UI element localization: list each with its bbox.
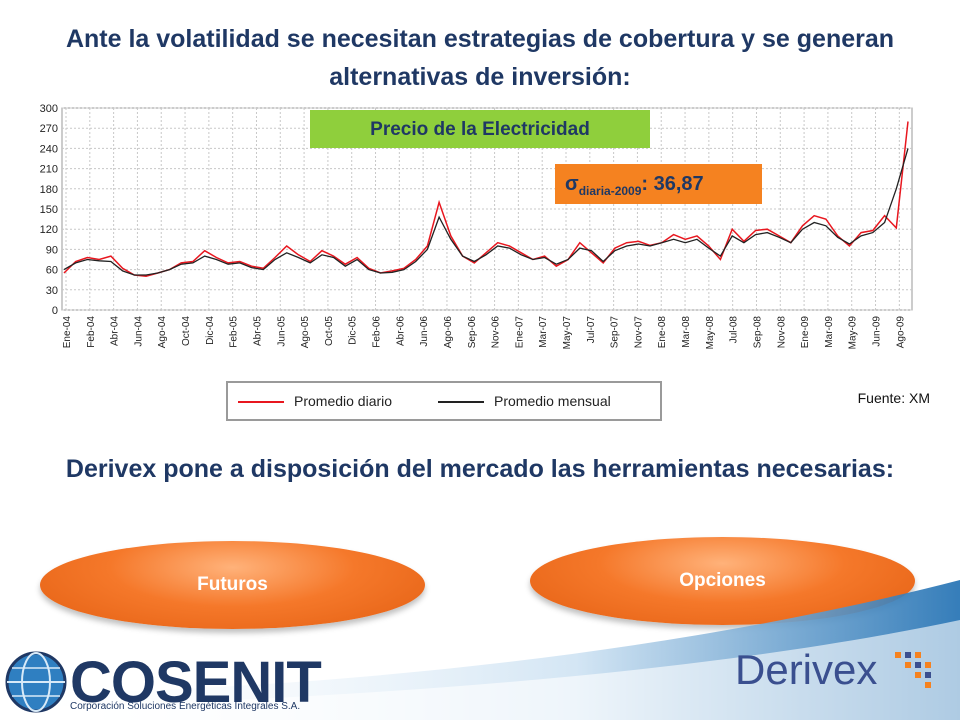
footer-swoosh (0, 580, 960, 720)
y-tick-label: 270 (40, 123, 58, 135)
y-axis: 0 30 60 90 120 150 180 210 240 270 300 (40, 103, 58, 317)
x-tick-label: May-08 (705, 316, 716, 350)
legend-item-monthly: Promedio mensual (438, 393, 611, 409)
derivex-dots-icon (895, 652, 931, 688)
x-tick-label: Ene-04 (62, 316, 73, 349)
x-tick-label: Abr-05 (252, 316, 263, 346)
x-tick-label: Dic-05 (348, 316, 359, 345)
x-tick-label: Mar-08 (681, 316, 692, 348)
y-tick-label: 150 (40, 204, 58, 216)
x-tick-label: Feb-04 (86, 316, 97, 348)
x-tick-label: Mar-09 (824, 316, 835, 348)
x-tick-label: Dic-04 (205, 316, 216, 345)
legend-item-daily: Promedio diario (238, 393, 392, 409)
x-tick-label: Ago-06 (443, 316, 454, 349)
page-title-bottom: Derivex pone a disposición del mercado l… (65, 455, 895, 483)
page-title-top: Ante la volatilidad se necesitan estrate… (65, 25, 895, 91)
x-tick-label: Jun-04 (133, 316, 144, 347)
chart-series (63, 121, 909, 278)
x-tick-label: Mar-07 (538, 316, 549, 348)
x-tick-label: Feb-05 (229, 316, 240, 348)
x-tick-label: Abr-04 (110, 316, 121, 346)
y-tick-label: 60 (46, 265, 58, 277)
legend-swatch-monthly (438, 401, 484, 404)
y-tick-label: 210 (40, 164, 58, 176)
cosenit-logo: COSENIT (70, 650, 322, 715)
volatility-badge: σdiaria-2009: 36,87 (555, 164, 762, 204)
futures-button[interactable]: Futuros (40, 541, 425, 629)
x-tick-label: Sep-06 (467, 316, 478, 349)
source-note: Fuente: XM (857, 390, 930, 406)
x-tick-label: Jul-08 (729, 316, 740, 344)
x-tick-label: Ago-05 (300, 316, 311, 349)
x-tick-label: Oct-05 (324, 316, 335, 346)
cosenit-tagline: Corporación Soluciones Energéticas Integ… (70, 701, 301, 712)
x-tick-label: Feb-06 (372, 316, 383, 348)
y-tick-label: 120 (40, 224, 58, 236)
y-tick-label: 300 (40, 103, 58, 115)
x-tick-label: Jun-09 (872, 316, 883, 347)
x-tick-label: Nov-07 (633, 316, 644, 349)
y-tick-label: 30 (46, 285, 58, 297)
derivex-logo: Derivex (735, 646, 878, 693)
series-line-monthly (63, 148, 909, 276)
x-axis: Ene-04 Feb-04 Abr-04 Jun-04 Ago-04 Oct-04 Dic-… (62, 316, 906, 350)
sigma-symbol: σ (565, 173, 579, 195)
x-tick-label: Ago-09 (895, 316, 906, 349)
x-tick-label: May-07 (562, 316, 573, 350)
x-tick-label: Oct-04 (181, 316, 192, 346)
series-line-daily (63, 121, 909, 278)
cosenit-globe-icon (5, 651, 67, 713)
y-tick-label: 240 (40, 143, 58, 155)
chart-legend: Promedio diario Promedio mensual (226, 381, 662, 421)
legend-label-daily: Promedio diario (294, 393, 393, 409)
x-tick-label: Sep-07 (610, 316, 621, 349)
legend-label-monthly: Promedio mensual (494, 393, 611, 409)
x-tick-label: Nov-08 (776, 316, 787, 349)
x-tick-label: Ene-09 (800, 316, 811, 349)
x-tick-label: Abr-06 (395, 316, 406, 346)
y-tick-label: 0 (52, 305, 58, 317)
y-tick-label: 180 (40, 184, 58, 196)
chart-title-banner: Precio de la Electricidad (310, 110, 650, 148)
x-tick-label: Ene-07 (514, 316, 525, 349)
x-tick-label: Jun-05 (276, 316, 287, 347)
sigma-value: : 36,87 (641, 173, 704, 195)
x-tick-label: Jun-06 (419, 316, 430, 347)
x-tick-label: Sep-08 (752, 316, 763, 349)
y-tick-label: 90 (46, 244, 58, 256)
legend-swatch-daily (238, 401, 284, 404)
sigma-subscript: diaria-2009 (578, 184, 642, 198)
x-tick-label: Jul-07 (586, 316, 597, 344)
x-tick-label: May-09 (848, 316, 859, 350)
x-tick-label: Nov-06 (491, 316, 502, 349)
x-tick-label: Ago-04 (157, 316, 168, 349)
x-tick-label: Ene-08 (657, 316, 668, 349)
